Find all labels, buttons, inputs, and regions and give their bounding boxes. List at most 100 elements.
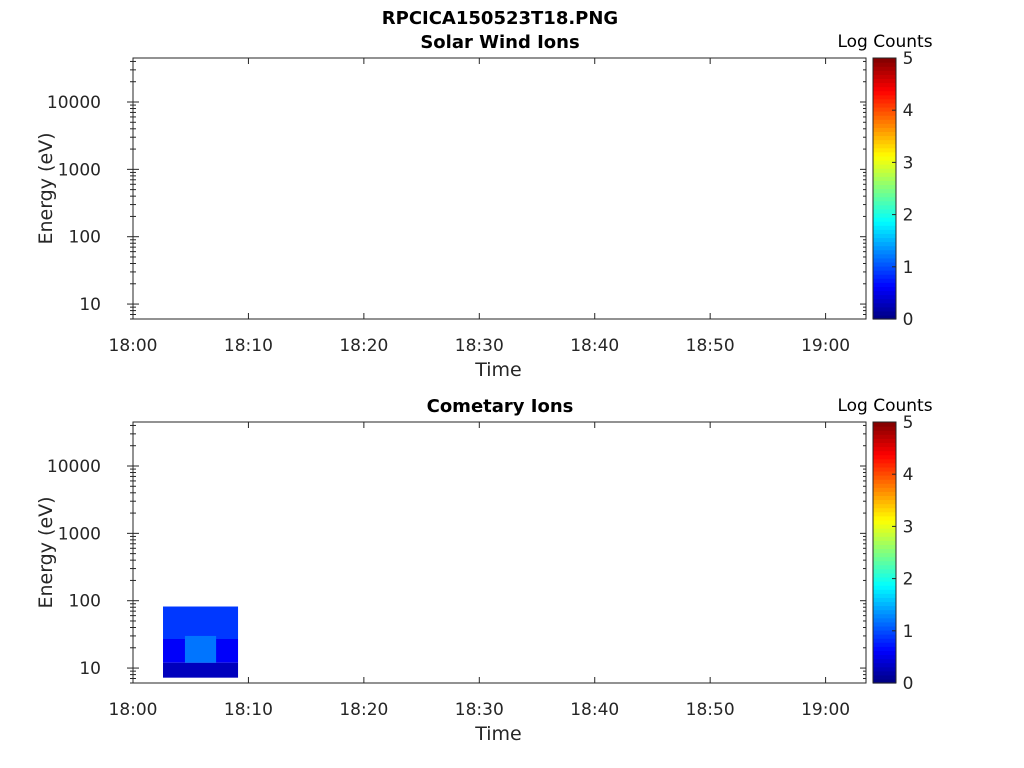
- colorbar-segment: [873, 462, 896, 468]
- colorbar-segment: [873, 261, 896, 267]
- colorbar-segment: [873, 519, 896, 525]
- axes-frame: [132, 57, 867, 320]
- colorbar-segment: [873, 229, 896, 234]
- colorbar-segment: [873, 184, 896, 190]
- x-tick-label: 18:50: [686, 336, 735, 356]
- colorbar-segment: [873, 119, 896, 124]
- colorbar-segment: [873, 294, 896, 300]
- colorbar-segment: [873, 670, 896, 676]
- colorbar-segment: [873, 180, 896, 186]
- colorbar-segment: [873, 265, 896, 271]
- x-tick-label: 18:20: [339, 336, 388, 356]
- x-tick-label: 18:30: [455, 336, 504, 356]
- colorbar-segment: [873, 422, 896, 427]
- colorbar-segment: [873, 241, 896, 247]
- y-axis-label: Energy (eV): [35, 496, 57, 608]
- colorbar-tick-label: 4: [903, 101, 914, 121]
- colorbar-segment: [873, 634, 896, 639]
- colorbar-segment: [873, 102, 896, 108]
- colorbar-segment: [873, 221, 896, 226]
- colorbar-segment: [873, 192, 896, 198]
- colorbar-segment: [873, 159, 896, 165]
- colorbar-frame: [872, 421, 897, 684]
- colorbar-segment: [873, 127, 896, 133]
- colorbar-segment: [873, 278, 896, 283]
- colorbar-segment: [873, 609, 896, 615]
- colorbar-segment: [873, 678, 896, 684]
- colorbar-segment: [873, 536, 896, 541]
- colorbar-segment: [873, 487, 896, 492]
- colorbar-segment: [873, 646, 896, 651]
- colorbar-segment: [873, 208, 896, 214]
- y-tick-label: 1000: [58, 524, 101, 544]
- colorbar-segment: [873, 470, 896, 476]
- y-tick-label: 10: [79, 295, 101, 315]
- colorbar-tick-label: 1: [903, 622, 914, 642]
- colorbar-segment: [873, 621, 896, 627]
- colorbar-segment: [873, 491, 896, 497]
- colorbar-segment: [873, 495, 896, 501]
- colorbar-segment: [873, 314, 896, 320]
- axes-frame: [132, 421, 867, 684]
- colorbar-segment: [873, 274, 896, 279]
- colorbar-segment: [873, 568, 896, 574]
- colorbar-segment: [873, 302, 896, 308]
- colorbar-label: Log Counts: [837, 396, 932, 416]
- colorbar-tick-label: 4: [903, 465, 914, 485]
- colorbar-segment: [873, 204, 896, 210]
- y-tick-label: 100: [69, 228, 101, 248]
- colorbar-segment: [873, 74, 896, 79]
- colorbar-tick-label: 0: [903, 674, 914, 694]
- colorbar-segment: [873, 507, 896, 513]
- colorbar-segment: [873, 483, 896, 488]
- colorbar-segment: [873, 131, 896, 137]
- colorbar-segment: [873, 430, 896, 435]
- colorbar-segment: [873, 82, 896, 88]
- colorbar-label: Log Counts: [837, 32, 932, 52]
- colorbar-segment: [873, 237, 896, 243]
- x-tick-label: 18:00: [109, 336, 158, 356]
- colorbar-segment: [873, 94, 896, 100]
- colorbar-segment: [873, 225, 896, 230]
- colorbar-segment: [873, 638, 896, 643]
- colorbar-segment: [873, 544, 896, 550]
- colorbar-segment: [873, 601, 896, 607]
- panel-title: Cometary Ions: [427, 396, 574, 417]
- colorbar-segment: [873, 147, 896, 153]
- colorbar-segment: [873, 597, 896, 603]
- colorbar-segment: [873, 442, 896, 448]
- colorbar-segment: [873, 217, 896, 222]
- colorbar-segment: [873, 298, 896, 304]
- colorbar-segment: [873, 168, 896, 173]
- colorbar-segment: [873, 585, 896, 590]
- colorbar-segment: [873, 306, 896, 312]
- colorbar-segment: [873, 143, 896, 149]
- plot-area: [133, 58, 866, 319]
- colorbar-segment: [873, 576, 896, 582]
- x-tick-label: 18:40: [570, 336, 619, 356]
- colorbar-tick-label: 2: [903, 570, 914, 590]
- x-tick-label: 18:40: [570, 700, 619, 720]
- colorbar-segment: [873, 523, 896, 529]
- colorbar-segment: [873, 654, 896, 660]
- y-tick-label: 1000: [58, 160, 101, 180]
- colorbar-segment: [873, 625, 896, 631]
- colorbar-segment: [873, 106, 896, 112]
- plot-area: [133, 422, 866, 683]
- colorbar-segment: [873, 164, 896, 169]
- colorbar-segment: [873, 617, 896, 623]
- colorbar-segment: [873, 438, 896, 443]
- colorbar-segment: [873, 245, 896, 251]
- colorbar-segment: [873, 540, 896, 545]
- colorbar-segment: [873, 115, 896, 120]
- y-tick-label: 100: [69, 592, 101, 612]
- colorbar-tick-label: 5: [903, 413, 914, 433]
- y-tick-label: 10000: [47, 457, 101, 477]
- colorbar-segment: [873, 475, 896, 480]
- colorbar-segment: [873, 593, 896, 598]
- colorbar-segment: [873, 253, 896, 259]
- colorbar-segment: [873, 310, 896, 316]
- panel-title: Solar Wind Ions: [420, 32, 579, 53]
- colorbar-segment: [873, 515, 896, 521]
- colorbar-segment: [873, 572, 896, 578]
